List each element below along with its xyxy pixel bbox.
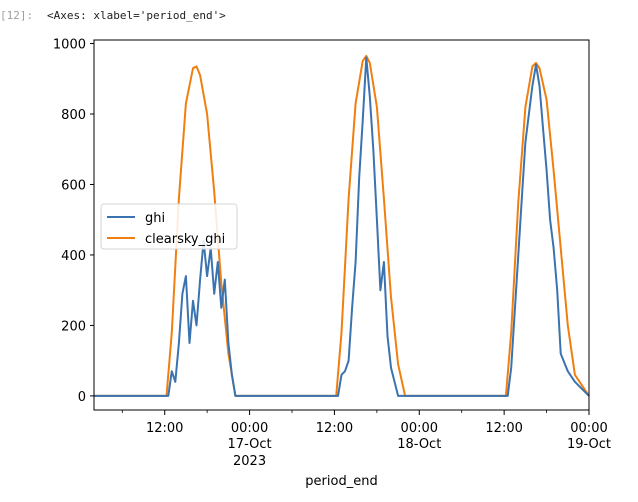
x-tick-date-label: 18-Oct bbox=[397, 437, 441, 452]
y-tick-label: 1000 bbox=[53, 38, 86, 53]
x-tick-label: 12:00 bbox=[485, 421, 522, 436]
y-tick-label: 400 bbox=[61, 249, 86, 264]
x-tick-label: 12:00 bbox=[146, 421, 183, 436]
x-tick-date-label: 19-Oct bbox=[567, 437, 611, 452]
x-tick-label: 00:00 bbox=[401, 421, 438, 436]
y-tick-label: 800 bbox=[61, 108, 86, 123]
plot-area bbox=[94, 54, 590, 397]
cell-output-repr: <Axes: xlabel='period_end'> bbox=[47, 9, 226, 22]
x-tick-label: 00:00 bbox=[570, 421, 607, 436]
x-axis-label: period_end bbox=[305, 474, 377, 489]
y-tick-label: 200 bbox=[61, 319, 86, 334]
y-tick-label: 0 bbox=[78, 390, 86, 405]
axes-frame bbox=[93, 39, 590, 411]
x-tick-date-label: 17-Oct bbox=[228, 437, 272, 452]
x-tick-label: 00:00 bbox=[231, 421, 268, 436]
cell-prompt: [12]: bbox=[0, 9, 34, 22]
legend-label-ghi: ghi bbox=[145, 211, 165, 226]
x-tick-label: 12:00 bbox=[316, 421, 353, 436]
y-tick-label: 600 bbox=[61, 178, 86, 193]
series-line-ghi bbox=[94, 56, 590, 397]
legend-label-clearsky_ghi: clearsky_ghi bbox=[145, 232, 225, 247]
x-tick-year-label: 2023 bbox=[233, 454, 266, 469]
series-line-clearsky_ghi bbox=[94, 54, 590, 397]
legend: ghi clearsky_ghi bbox=[100, 203, 238, 250]
y-axis: 0 200 400 600 800 1000 bbox=[53, 38, 94, 405]
